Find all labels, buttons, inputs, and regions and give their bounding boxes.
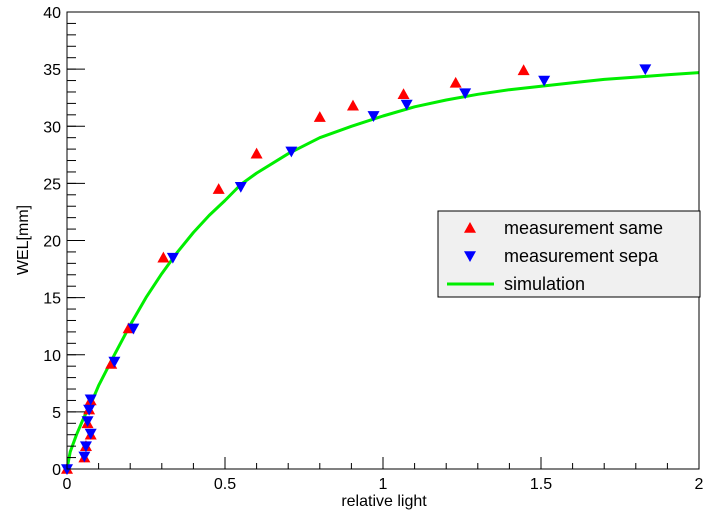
- point-measurement-sepa: [367, 111, 380, 122]
- legend-label: measurement same: [504, 218, 663, 238]
- legend-label: measurement sepa: [504, 246, 659, 266]
- point-measurement-sepa: [538, 75, 551, 87]
- point-measurement-same: [250, 147, 263, 159]
- point-measurement-same: [212, 183, 225, 194]
- x-tick-label: 1: [379, 476, 388, 493]
- point-measurement-same: [449, 76, 462, 88]
- point-measurement-sepa: [81, 416, 94, 428]
- y-tick-label: 30: [43, 119, 61, 136]
- y-tick-label: 15: [43, 291, 61, 308]
- point-measurement-same: [313, 111, 326, 122]
- x-tick-label: 0.5: [214, 476, 236, 493]
- point-measurement-sepa: [84, 394, 97, 406]
- point-measurement-sepa: [83, 404, 96, 416]
- point-measurement-sepa: [108, 356, 121, 368]
- x-axis-title: relative light: [341, 493, 427, 510]
- y-tick-label: 0: [52, 462, 61, 479]
- x-tick-label: 2: [695, 476, 704, 493]
- point-measurement-sepa: [639, 64, 652, 76]
- point-measurement-sepa: [166, 252, 179, 264]
- legend-items: measurement same measurement sepa simulati…: [447, 218, 663, 294]
- point-measurement-same: [397, 88, 410, 100]
- y-tick-label: 40: [43, 5, 61, 22]
- y-tick-label: 35: [43, 62, 61, 79]
- legend-swatch-measurement-same: [464, 222, 476, 233]
- point-measurement-same: [346, 99, 359, 111]
- y-tick-label: 5: [52, 405, 61, 422]
- x-tick-label: 1.5: [530, 476, 552, 493]
- y-tick-label: 25: [43, 176, 61, 193]
- legend-swatch-measurement-sepa: [464, 251, 476, 262]
- point-measurement-sepa: [78, 451, 91, 463]
- y-axis-title: WEL[mm]: [15, 205, 32, 275]
- point-measurement-sepa: [127, 323, 140, 335]
- marker-layer: [61, 64, 652, 475]
- legend-label: simulation: [504, 274, 585, 294]
- curve-layer: [65, 71, 700, 470]
- point-measurement-sepa: [61, 464, 73, 475]
- point-measurement-sepa: [79, 441, 92, 453]
- point-measurement-sepa: [234, 182, 247, 193]
- legend: measurement same measurement sepa simulati…: [437, 210, 701, 298]
- point-measurement-same: [517, 64, 530, 76]
- series-line-simulation: [65, 71, 700, 470]
- point-measurement-sepa: [400, 99, 413, 111]
- point-measurement-sepa: [84, 428, 97, 440]
- point-measurement-sepa: [459, 88, 472, 100]
- x-tick-label: 0: [63, 476, 72, 493]
- point-measurement-same: [157, 251, 170, 263]
- point-measurement-sepa: [285, 146, 298, 158]
- y-tick-label: 10: [43, 348, 61, 365]
- y-tick-label: 20: [43, 234, 61, 251]
